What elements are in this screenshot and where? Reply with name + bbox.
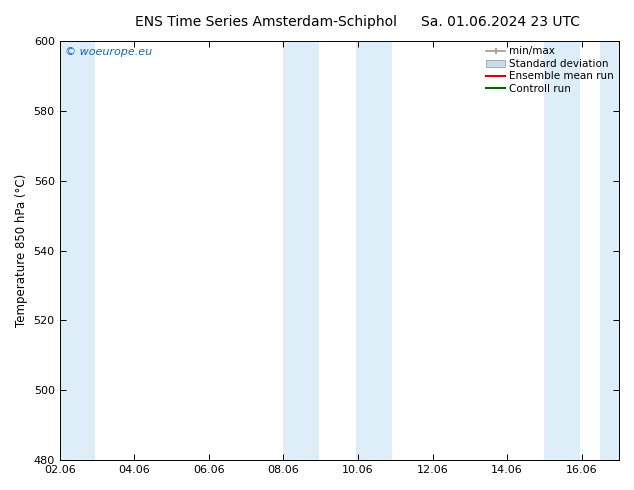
Bar — [600, 41, 619, 460]
Y-axis label: Temperature 850 hPa (°C): Temperature 850 hPa (°C) — [15, 174, 28, 327]
Text: Sa. 01.06.2024 23 UTC: Sa. 01.06.2024 23 UTC — [422, 15, 580, 29]
Bar — [356, 41, 392, 460]
Text: ENS Time Series Amsterdam-Schiphol: ENS Time Series Amsterdam-Schiphol — [135, 15, 398, 29]
Bar — [283, 41, 319, 460]
Legend: min/max, Standard deviation, Ensemble mean run, Controll run: min/max, Standard deviation, Ensemble me… — [484, 44, 616, 96]
Bar — [60, 41, 95, 460]
Text: © woeurope.eu: © woeurope.eu — [65, 48, 152, 57]
Bar — [545, 41, 580, 460]
